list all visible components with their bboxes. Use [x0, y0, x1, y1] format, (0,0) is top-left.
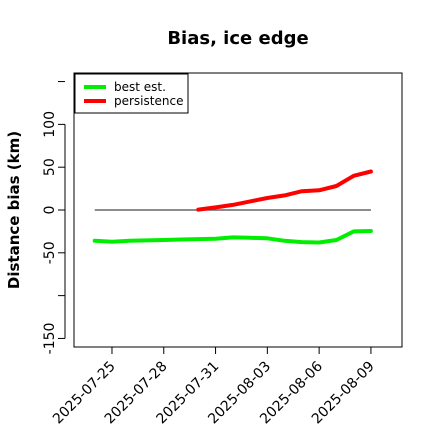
legend-label-best-est: best est.	[114, 80, 166, 94]
x-axis: 2025-07-252025-07-282025-07-312025-08-03…	[50, 346, 378, 427]
y-tick-label: 0	[42, 206, 58, 215]
chart-title: Bias, ice edge	[167, 28, 308, 49]
y-tick-label: 100	[42, 111, 58, 138]
y-tick-label: 50	[42, 158, 58, 176]
y-axis: -150 -50 0 50 100	[42, 81, 66, 355]
y-axis-label: Distance bias (km)	[5, 131, 23, 289]
y-tick-label: -50	[42, 241, 58, 264]
series-layer	[92, 169, 373, 245]
legend: best est. persistence	[74, 73, 189, 114]
series-line-persistence	[196, 169, 373, 212]
series-line-best-est	[92, 229, 373, 245]
y-tick-label: -150	[42, 323, 58, 355]
legend-label-persistence: persistence	[114, 94, 183, 108]
legend-box	[74, 73, 189, 114]
